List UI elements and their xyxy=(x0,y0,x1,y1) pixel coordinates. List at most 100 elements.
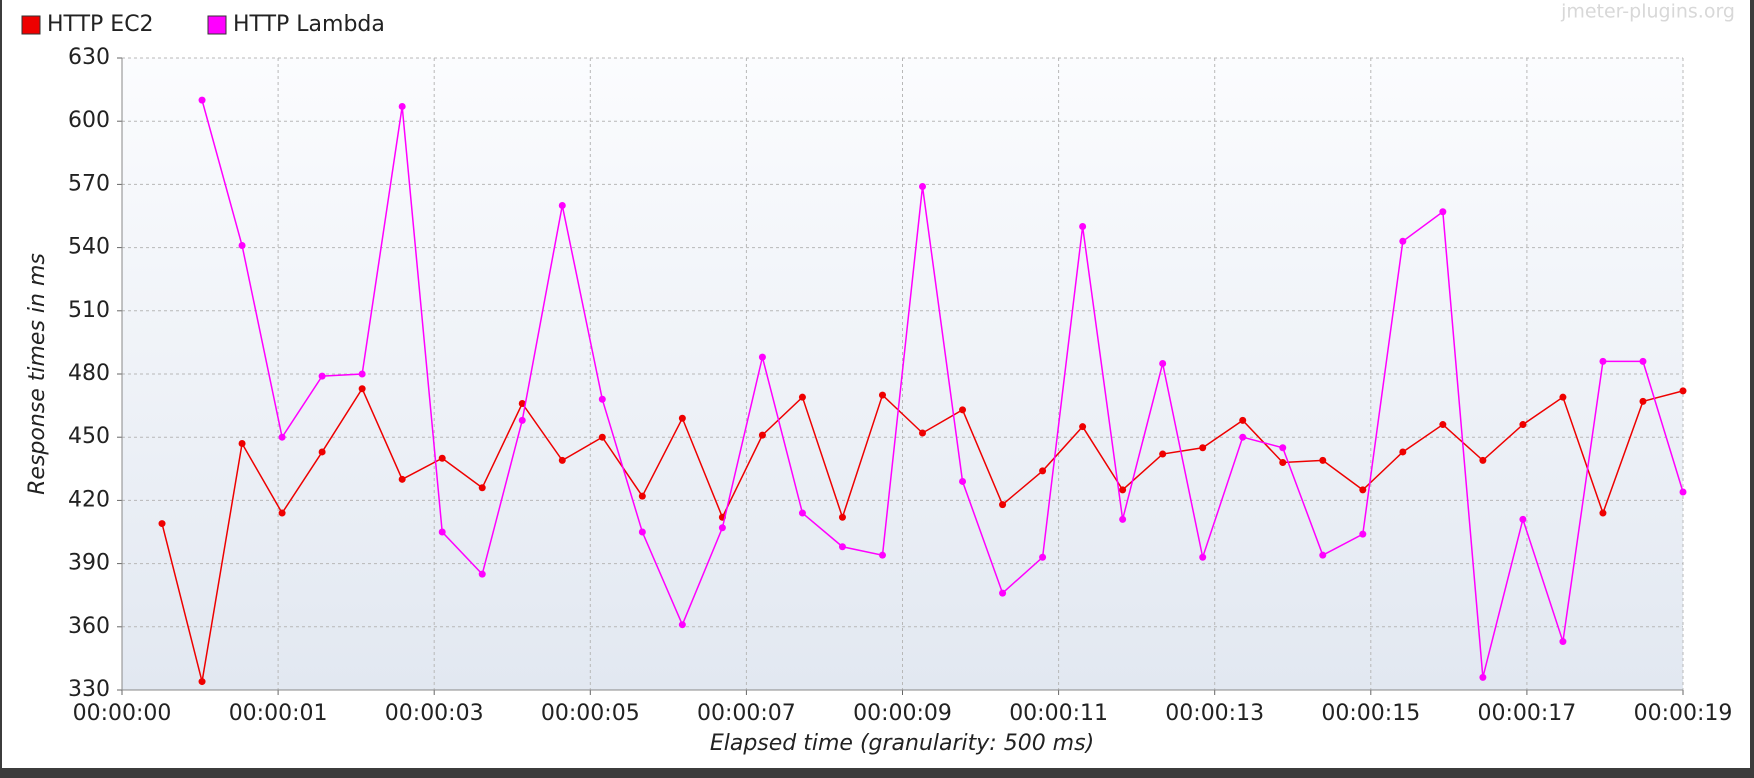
x-tick-label: 00:00:15 xyxy=(1321,701,1420,726)
data-point xyxy=(278,433,286,441)
data-point xyxy=(1239,416,1247,424)
data-point xyxy=(478,484,486,492)
x-tick-label: 00:00:09 xyxy=(853,701,952,726)
data-point xyxy=(198,678,206,686)
data-point xyxy=(678,621,686,629)
x-axis-label: Elapsed time (granularity: 500 ms) xyxy=(710,731,1094,756)
data-point xyxy=(518,416,526,424)
data-point xyxy=(1079,423,1087,431)
data-point xyxy=(1679,488,1687,496)
x-tick-label: 00:00:00 xyxy=(73,701,172,726)
data-point xyxy=(1559,393,1567,401)
data-point xyxy=(238,440,246,448)
data-point xyxy=(1519,421,1527,429)
data-point xyxy=(1359,486,1367,494)
data-point xyxy=(1399,448,1407,456)
legend-label: HTTP Lambda xyxy=(233,12,385,37)
data-point xyxy=(398,102,406,110)
data-point xyxy=(598,395,606,403)
y-tick-label: 630 xyxy=(68,45,110,70)
data-point xyxy=(999,589,1007,597)
y-axis-label: Response times in ms xyxy=(25,253,50,495)
data-point xyxy=(318,448,326,456)
data-point xyxy=(878,551,886,559)
data-point xyxy=(1639,357,1647,365)
data-point xyxy=(1479,456,1487,464)
data-point xyxy=(959,406,967,414)
x-tick-label: 00:00:13 xyxy=(1165,701,1264,726)
data-point xyxy=(358,385,366,393)
legend-swatch xyxy=(21,15,41,35)
x-tick-label: 00:00:01 xyxy=(229,701,328,726)
y-tick-label: 390 xyxy=(68,551,110,576)
data-point xyxy=(1679,387,1687,395)
data-point xyxy=(758,353,766,361)
data-point xyxy=(1399,237,1407,245)
data-point xyxy=(1239,433,1247,441)
data-point xyxy=(1159,450,1167,458)
data-point xyxy=(278,509,286,517)
data-point xyxy=(318,372,326,380)
data-point xyxy=(1479,673,1487,681)
y-tick-label: 510 xyxy=(68,298,110,323)
data-point xyxy=(878,391,886,399)
data-point xyxy=(678,414,686,422)
data-point xyxy=(959,477,967,485)
x-tick-label: 00:00:07 xyxy=(697,701,796,726)
data-point xyxy=(1039,553,1047,561)
x-tick-label: 00:00:03 xyxy=(385,701,484,726)
x-tick-label: 00:00:17 xyxy=(1477,701,1576,726)
data-point xyxy=(1159,359,1167,367)
data-point xyxy=(438,528,446,536)
data-point xyxy=(638,492,646,500)
data-point xyxy=(438,454,446,462)
data-point xyxy=(919,429,927,437)
x-tick-label: 00:00:11 xyxy=(1009,701,1108,726)
data-point xyxy=(398,475,406,483)
y-tick-label: 600 xyxy=(68,108,110,133)
y-tick-label: 330 xyxy=(68,677,110,702)
x-tick-label: 00:00:19 xyxy=(1634,701,1733,726)
data-point xyxy=(1039,467,1047,475)
data-point xyxy=(1279,444,1287,452)
y-tick-label: 540 xyxy=(68,235,110,260)
data-point xyxy=(1079,223,1087,231)
data-point xyxy=(1319,456,1327,464)
data-point xyxy=(158,520,166,528)
data-point xyxy=(758,431,766,439)
data-point xyxy=(838,543,846,551)
data-point xyxy=(1599,509,1607,517)
legend-swatch xyxy=(207,15,227,35)
y-tick-label: 570 xyxy=(68,171,110,196)
data-point xyxy=(1199,444,1207,452)
y-tick-label: 480 xyxy=(68,361,110,386)
data-point xyxy=(1599,357,1607,365)
data-point xyxy=(1439,208,1447,216)
data-point xyxy=(798,393,806,401)
data-point xyxy=(1279,458,1287,466)
y-tick-label: 420 xyxy=(68,487,110,512)
data-point xyxy=(718,524,726,532)
data-point xyxy=(1319,551,1327,559)
data-point xyxy=(1359,530,1367,538)
data-point xyxy=(999,501,1007,509)
data-point xyxy=(1439,421,1447,429)
data-point xyxy=(558,456,566,464)
data-point xyxy=(1199,553,1207,561)
data-point xyxy=(638,528,646,536)
data-point xyxy=(358,370,366,378)
data-point xyxy=(198,96,206,104)
watermark: jmeter-plugins.org xyxy=(1560,1,1735,23)
data-point xyxy=(1519,515,1527,523)
legend-label: HTTP EC2 xyxy=(47,12,154,37)
x-tick-label: 00:00:05 xyxy=(541,701,640,726)
data-point xyxy=(478,570,486,578)
data-point xyxy=(558,201,566,209)
y-tick-label: 450 xyxy=(68,424,110,449)
data-point xyxy=(1119,486,1127,494)
data-point xyxy=(838,513,846,521)
data-point xyxy=(1559,638,1567,646)
data-point xyxy=(798,509,806,517)
